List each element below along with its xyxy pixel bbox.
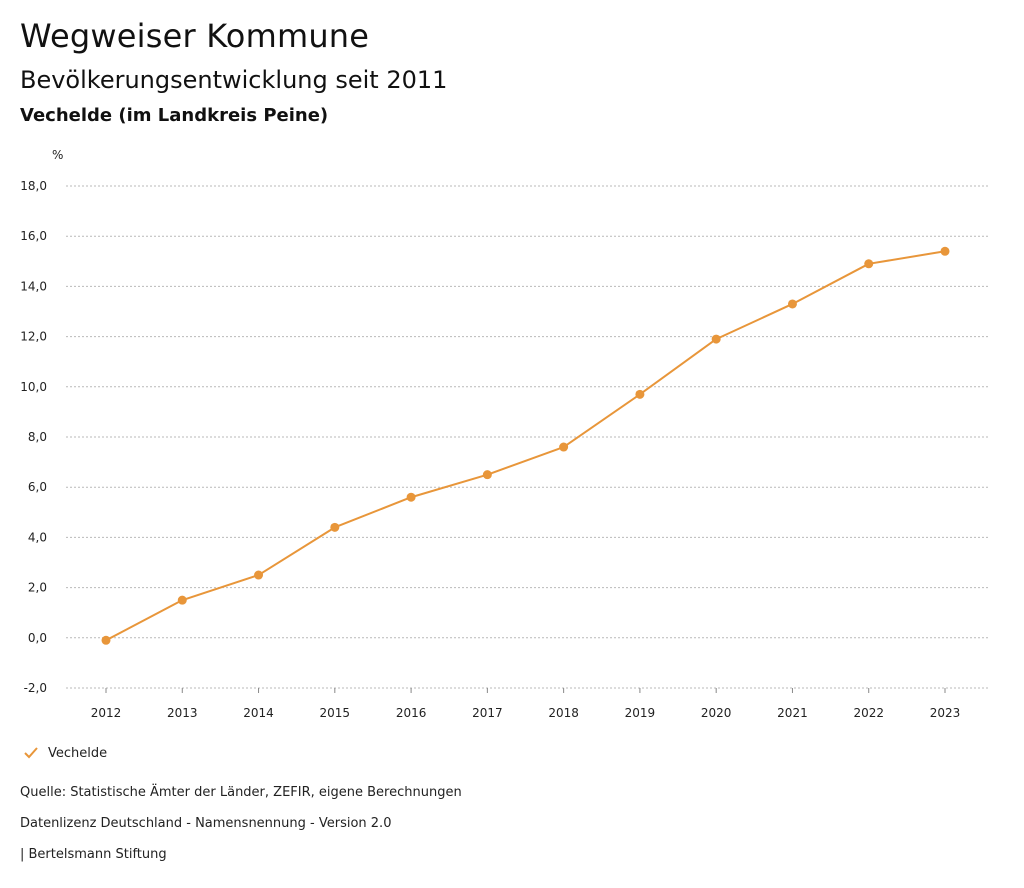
data-point: [254, 570, 264, 580]
y-tick-label: 12,0: [20, 330, 47, 344]
data-point: [940, 246, 950, 256]
data-point: [330, 522, 340, 532]
x-tick-label: 2012: [91, 706, 122, 720]
data-point: [101, 635, 111, 645]
legend[interactable]: Vechelde: [22, 744, 107, 762]
y-tick-label: 18,0: [20, 179, 47, 193]
y-tick-label: 2,0: [28, 581, 47, 595]
data-point: [177, 595, 187, 605]
data-point: [711, 334, 721, 344]
data-point: [559, 442, 569, 452]
x-tick-label: 2023: [930, 706, 961, 720]
x-tick-label: 2014: [243, 706, 274, 720]
line-chart: % -2,0 0,0 2,0 4,0 6,0 8,0 10,0 12,0 14,0 16,0 18,0…: [20, 148, 990, 720]
page-title: Wegweiser Kommune: [20, 17, 370, 55]
x-tick-label: 2021: [777, 706, 808, 720]
y-tick-label: 4,0: [28, 530, 47, 544]
x-tick-label: 2017: [472, 706, 503, 720]
x-tick-label: 2015: [320, 706, 351, 720]
data-point: [864, 259, 874, 269]
check-icon: [24, 747, 38, 759]
y-tick-label: 16,0: [20, 229, 47, 243]
data-point: [482, 470, 492, 480]
source-note: Quelle: Statistische Ämter der Länder, Z…: [20, 785, 462, 800]
chart-subtitle: Bevölkerungsentwicklung seit 2011: [20, 66, 448, 94]
x-tick-label: 2013: [167, 706, 198, 720]
legend-label-vechelde[interactable]: Vechelde: [48, 745, 108, 761]
y-axis-unit: %: [52, 148, 63, 162]
x-tick-label: 2022: [853, 706, 884, 720]
y-tick-label: 10,0: [20, 380, 47, 394]
y-tick-label: 0,0: [28, 631, 47, 645]
y-tick-label: 8,0: [28, 430, 47, 444]
data-point: [635, 389, 645, 399]
x-tick-label: 2018: [548, 706, 579, 720]
x-tick-label: 2020: [701, 706, 732, 720]
brand-note: | Bertelsmann Stiftung: [20, 847, 167, 862]
data-point: [787, 299, 797, 309]
region-label: Vechelde (im Landkreis Peine): [20, 105, 329, 126]
y-tick-label: -2,0: [24, 681, 47, 695]
license-note: Datenlizenz Deutschland - Namensnennung …: [20, 816, 392, 831]
x-tick-label: 2016: [396, 706, 427, 720]
y-tick-label: 14,0: [20, 279, 47, 293]
x-tick-label: 2019: [625, 706, 656, 720]
series-line-vechelde: [105, 250, 946, 642]
y-tick-label: 6,0: [28, 480, 47, 494]
data-point: [406, 492, 416, 502]
